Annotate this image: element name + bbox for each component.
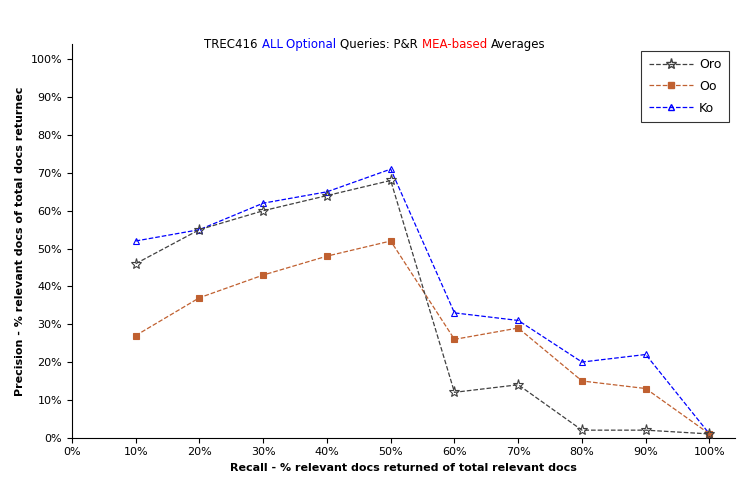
Oro	[641, 427, 650, 433]
Text: Optional: Optional	[286, 38, 340, 51]
Ko	[450, 310, 459, 316]
Ko	[705, 431, 714, 437]
Oo	[705, 431, 714, 437]
Line: Oo: Oo	[132, 238, 713, 437]
X-axis label: Recall - % relevant docs returned of total relevant docs: Recall - % relevant docs returned of tot…	[230, 463, 577, 473]
Ko	[322, 189, 332, 195]
Oro	[259, 208, 268, 214]
Oro	[514, 382, 523, 387]
Oo	[386, 238, 395, 244]
Text: ALL: ALL	[262, 38, 286, 51]
Ko	[386, 166, 395, 172]
Text: MEA-based: MEA-based	[422, 38, 490, 51]
Oo	[322, 253, 332, 259]
Text: Averages: Averages	[490, 38, 545, 51]
Oo	[259, 272, 268, 278]
Oro	[386, 178, 395, 183]
Ko	[514, 318, 523, 324]
Text: TREC416: TREC416	[205, 38, 262, 51]
Oro	[131, 261, 140, 266]
Ko	[131, 238, 140, 244]
Oo	[578, 378, 586, 384]
Oo	[514, 325, 523, 331]
Oo	[195, 295, 204, 301]
Line: Oro: Oro	[130, 175, 715, 440]
Y-axis label: Precision - % relevant docs of total docs returnec: Precision - % relevant docs of total doc…	[15, 86, 25, 396]
Line: Ko: Ko	[132, 165, 713, 437]
Ko	[641, 351, 650, 357]
Text: Queries: P&R: Queries: P&R	[340, 38, 422, 51]
Ko	[259, 200, 268, 206]
Ko	[578, 359, 586, 365]
Oro	[195, 227, 204, 233]
Oro	[322, 193, 332, 199]
Oro	[705, 431, 714, 437]
Oo	[641, 386, 650, 391]
Oro	[450, 389, 459, 395]
Ko	[195, 227, 204, 233]
Oo	[131, 333, 140, 339]
Legend: Oro, Oo, Ko: Oro, Oo, Ko	[641, 51, 729, 122]
Oo	[450, 336, 459, 342]
Oro	[578, 427, 586, 433]
